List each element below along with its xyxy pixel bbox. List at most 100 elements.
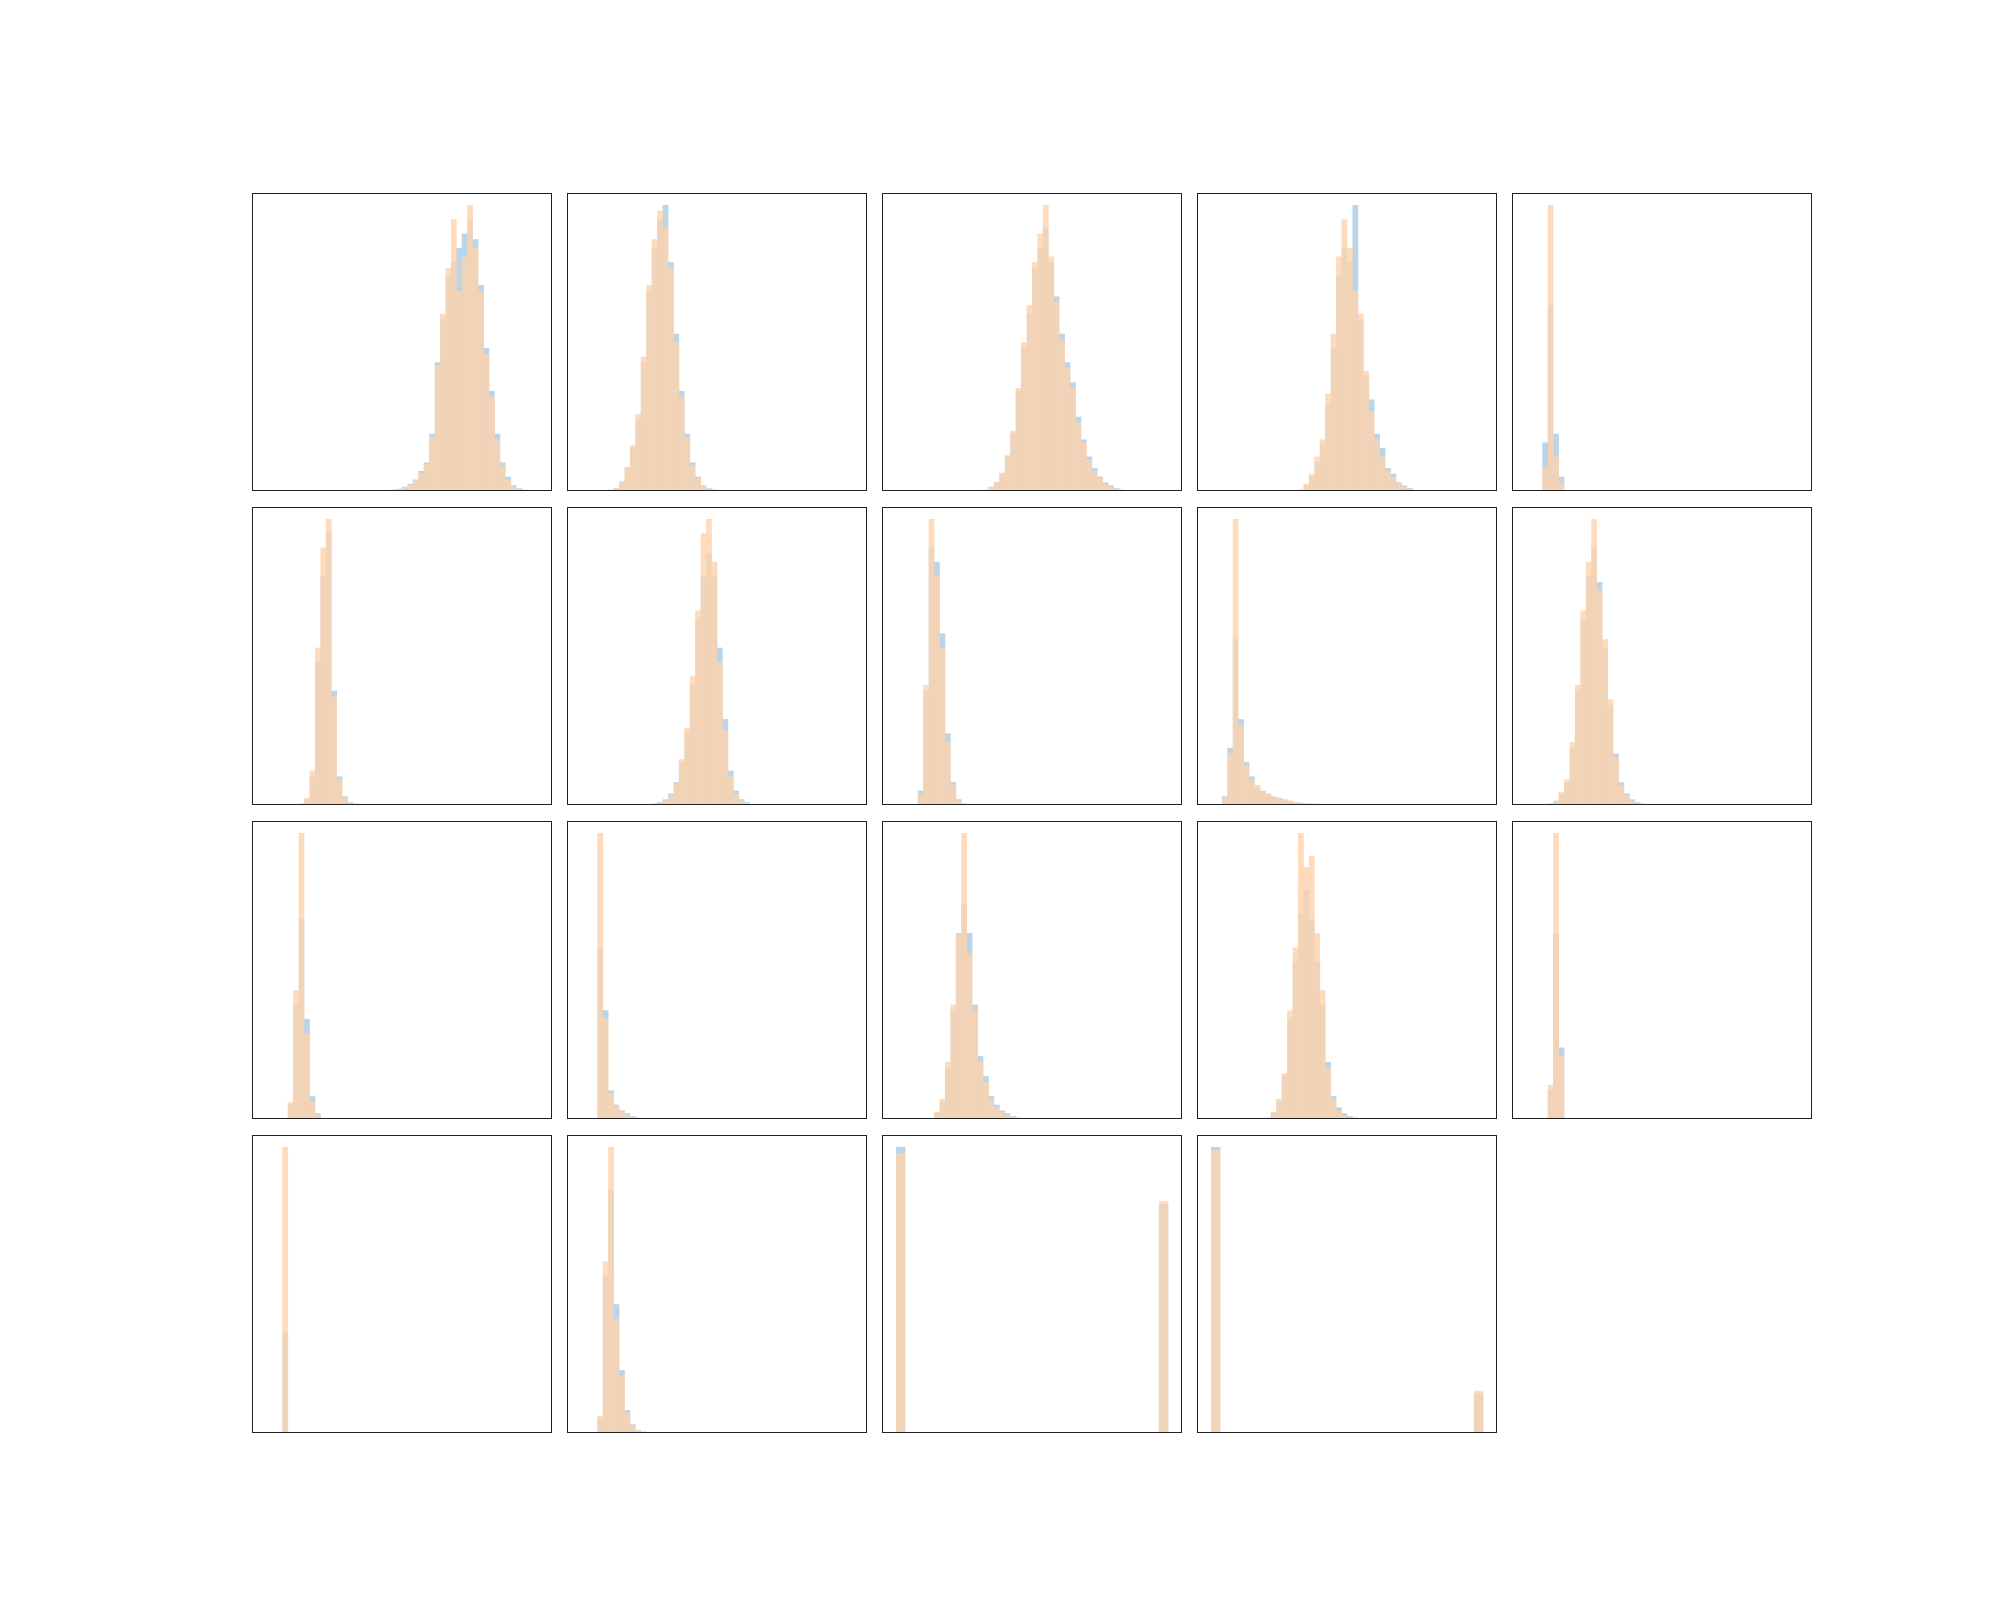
histogram-panel-19: [1197, 1135, 1497, 1433]
bar-series-b-bin-4: [1547, 803, 1554, 805]
bar-series-b-bin-15: [662, 227, 669, 491]
histogram-plot-7: [646, 519, 750, 805]
bar-series-b-bin-6: [1558, 482, 1565, 491]
bar-series-b-bin-19: [1314, 456, 1321, 491]
bar-series-b-bin-17: [673, 783, 680, 805]
bar-series-b-bin-18: [678, 759, 685, 805]
bar-series-b-bin-35: [1401, 486, 1408, 491]
histogram-plot-18: [896, 1147, 1169, 1433]
bar-series-b-bin-24: [1341, 804, 1348, 805]
bar-series-b-bin-23: [706, 519, 712, 805]
bar-series-b-bin-23: [706, 488, 712, 491]
bar-series-b-bin-25: [1032, 262, 1038, 491]
histogram-plot-4: [1298, 205, 1413, 491]
histogram-plot-11: [287, 833, 321, 1119]
bar-series-b-bin-25: [1347, 247, 1353, 491]
bar-series-b-bin-31: [1379, 456, 1386, 491]
bar-series-b-bin-36: [1406, 489, 1413, 491]
bar-series-b-bin-44: [505, 479, 512, 491]
histogram-panel-1: [252, 193, 552, 491]
bar-series-b-bin-36: [1091, 470, 1098, 491]
histogram-panel-5: [1512, 193, 1812, 491]
bar-series-b-bin-14: [342, 797, 348, 805]
histogram-panel-7: [567, 507, 867, 805]
bar-series-b-bin-3: [597, 1415, 604, 1433]
bar-series-b-bin-13: [1281, 799, 1288, 805]
bar-series-b-bin-13: [1281, 1073, 1288, 1119]
bar-series-b-bin-24: [396, 489, 403, 491]
bar-series-b-bin-11: [325, 519, 332, 805]
bar-series-b-bin-16: [668, 267, 674, 491]
bar-series-b-bin-20: [1634, 802, 1641, 805]
bar-series-b-bin-22: [1645, 804, 1652, 805]
bar-series-b-bin-8: [624, 1412, 631, 1433]
bar-series-b-bin-10: [950, 1004, 957, 1119]
histogram-plot-13: [934, 833, 1022, 1119]
bar-series-b-bin-18: [1308, 473, 1315, 491]
bar-series-b-bin-42: [494, 439, 501, 491]
bar-series-b-bin-21: [1325, 1067, 1331, 1119]
bar-series-b-bin-8: [1569, 742, 1576, 805]
histogram-panel-3: [882, 193, 1182, 491]
bar-series-b-bin-6: [1558, 1056, 1565, 1119]
bar-series-b-bin-11: [640, 1432, 647, 1433]
bar-series-b-bin-41: [1119, 490, 1125, 491]
histogram-plot-5: [1542, 205, 1565, 491]
bar-series-b-bin-23: [391, 489, 397, 491]
bar-series-b-bin-5: [293, 990, 299, 1119]
histogram-plot-3: [983, 205, 1125, 491]
bar-series-b-bin-15: [977, 1061, 984, 1119]
bar-series-b-bin-22: [1330, 333, 1337, 491]
bar-series-b-bin-21: [1325, 804, 1331, 805]
bar-series-b-bin-19: [1629, 800, 1636, 805]
bar-series-b-bin-35: [456, 290, 463, 491]
bar-series-b-bin-17: [988, 487, 995, 491]
histogram-plot-16: [282, 1147, 289, 1433]
bar-series-b-bin-10: [1265, 793, 1272, 805]
bar-series-b-bin-6: [1243, 764, 1250, 805]
bar-series-b-bin-22: [700, 485, 707, 491]
bar-series-b-bin-37: [467, 205, 474, 491]
bar-series-b-bin-12: [961, 833, 968, 1119]
bar-series-b-bin-0: [896, 1153, 906, 1433]
bar-series-b-bin-8: [624, 1114, 631, 1119]
bar-series-b-bin-15: [1607, 699, 1614, 805]
bar-series-b-bin-5: [608, 1147, 614, 1433]
histogram-panel-12: [567, 821, 867, 1119]
bar-series-b-bin-6: [613, 488, 620, 491]
histogram-plot-1: [385, 205, 528, 491]
bar-series-b-bin-11: [1270, 796, 1277, 805]
histogram-plot-19: [1211, 1147, 1484, 1433]
bar-series-b-bin-29: [1158, 1201, 1169, 1433]
bar-series-b-bin-20: [689, 465, 696, 491]
bar-series-b-bin-7: [619, 1375, 625, 1433]
bar-series-b-bin-21: [1325, 393, 1331, 491]
bar-series-b-bin-15: [1292, 802, 1299, 805]
bar-series-b-bin-18: [993, 481, 1000, 491]
bar-series-b-bin-38: [1102, 483, 1109, 491]
histogram-panel-16: [252, 1135, 552, 1433]
bar-series-b-bin-9: [629, 445, 636, 491]
bar-series-b-bin-38: [472, 247, 479, 491]
bar-series-b-bin-31: [1064, 368, 1071, 491]
bar-series-b-bin-10: [635, 1117, 642, 1119]
bar-series-b-bin-28: [418, 472, 425, 491]
bar-series-b-bin-30: [1374, 439, 1380, 491]
bar-series-b-bin-19: [1314, 803, 1321, 805]
bar-series-b-bin-22: [700, 533, 707, 805]
bar-series-b-bin-4: [602, 1018, 609, 1119]
bar-series-b-bin-21: [695, 610, 701, 805]
bar-series-b-bin-19: [684, 436, 691, 491]
bar-series-b-bin-11: [1270, 1111, 1277, 1119]
bar-series-b-bin-20: [1319, 990, 1326, 1119]
bar-series-b-bin-4: [1547, 205, 1554, 491]
bar-series-b-bin-16: [1613, 756, 1619, 805]
bar-series-b-bin-43: [499, 465, 506, 491]
bar-series-b-bin-17: [673, 342, 680, 491]
bar-series-b-bin-5: [923, 684, 929, 805]
bar-series-b-bin-3: [1227, 753, 1234, 805]
bar-series-b-bin-10: [635, 413, 642, 491]
bar-series-b-bin-26: [1352, 1118, 1359, 1119]
bar-series-b-bin-16: [983, 1081, 989, 1119]
bar-series-b-bin-7: [1564, 779, 1570, 805]
